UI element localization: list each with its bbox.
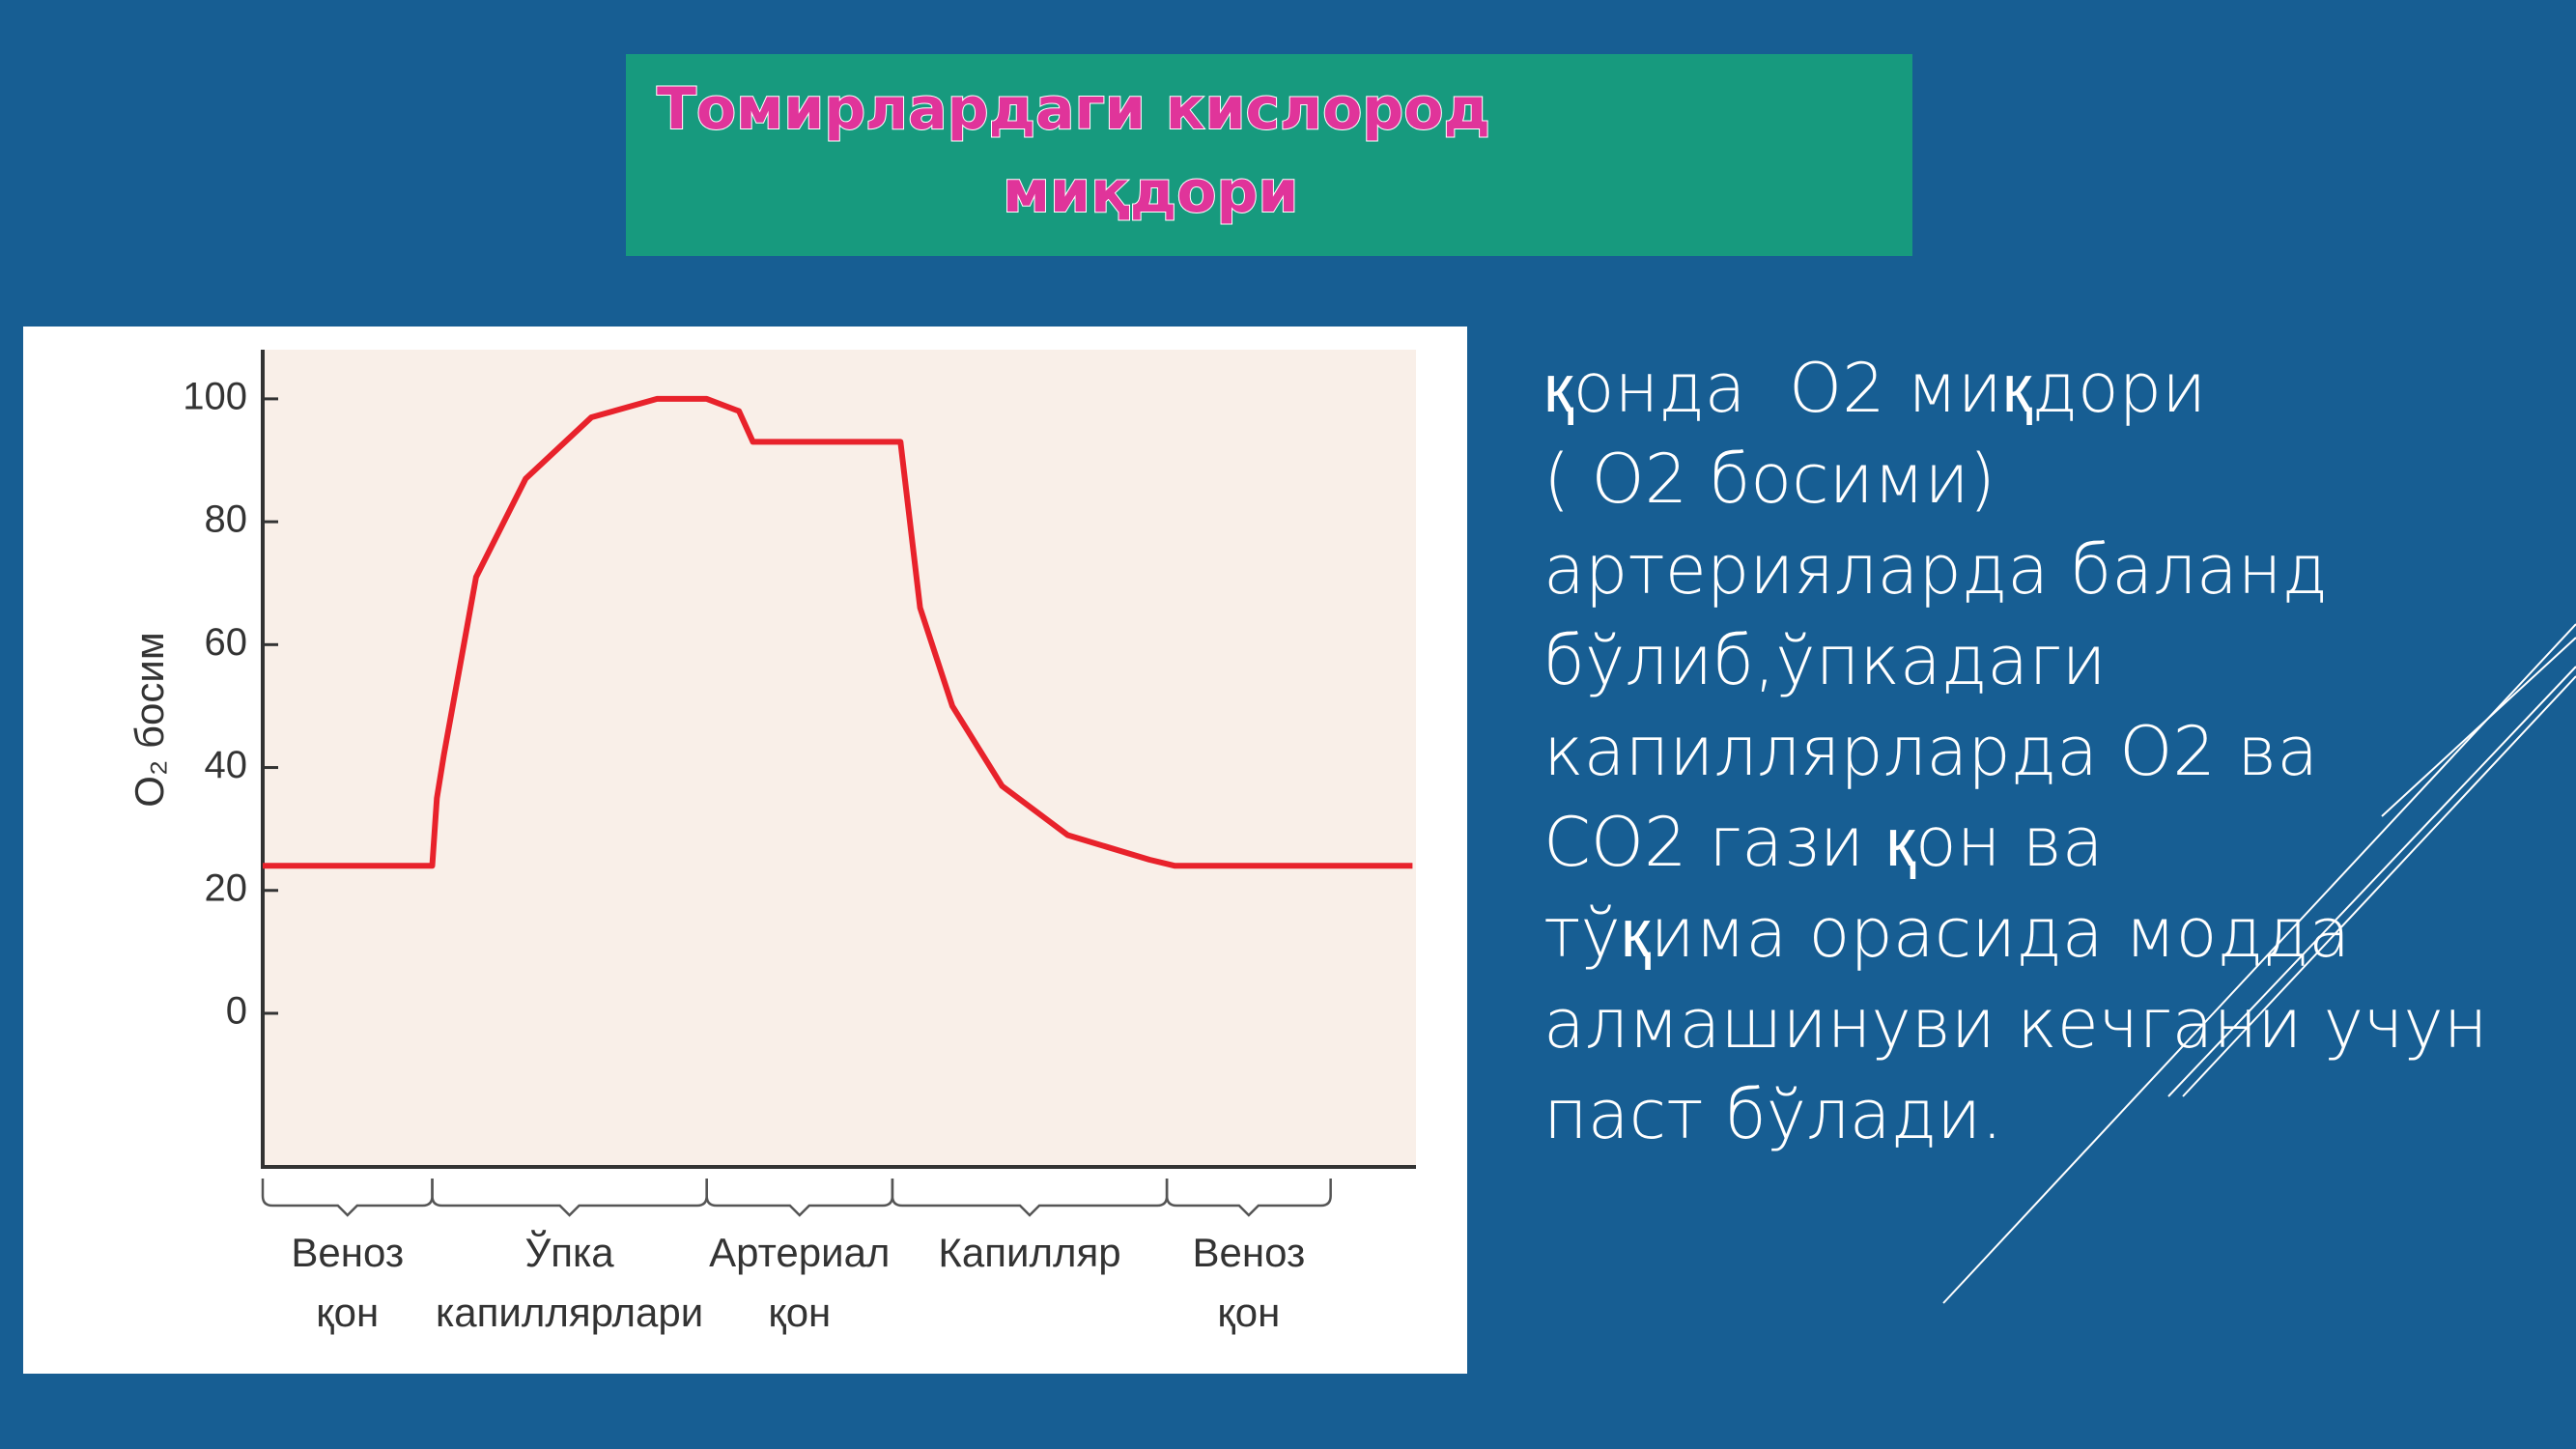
body-text: қонда O2 миқдори ( O2 босими) артерияларда… (1543, 343, 2488, 1160)
y-tick-label: 100 (183, 375, 247, 417)
region-label: қон (316, 1290, 379, 1335)
body-line: ( O2 босими) (1543, 440, 1996, 519)
region-bracket (891, 1179, 1169, 1217)
body-line: капиллярларда O2 ва (1543, 712, 2319, 791)
region-bracket (431, 1179, 708, 1217)
body-line: қонда O2 миқдори (1543, 349, 2207, 428)
region-label: қон (768, 1290, 831, 1335)
y-axis-label: O₂ босим (127, 632, 172, 807)
deco-line (2167, 666, 2576, 1097)
region-label: Веноз (1193, 1230, 1306, 1275)
body-line: CO2 гази қон ва (1543, 803, 2104, 882)
deco-line (2182, 675, 2576, 1097)
region-label: капиллярлари (436, 1290, 703, 1335)
decoration (1942, 623, 2576, 1304)
region-label: Ўпка (525, 1229, 615, 1275)
y-tick-label: 60 (205, 621, 248, 664)
region-label: Капилляр (938, 1230, 1120, 1275)
region-label: қон (1217, 1290, 1280, 1335)
body-line: артерияларда баланд (1543, 530, 2328, 610)
body-line: бўлиб,ўпкадаги (1543, 621, 2107, 700)
y-tick-label: 40 (205, 744, 248, 786)
region-bracket (1165, 1179, 1332, 1217)
deco-line (1942, 623, 2576, 1304)
title-line: миқдори (1002, 157, 1299, 227)
region-bracket (261, 1179, 434, 1217)
region-label: Артериал (709, 1230, 890, 1275)
o2-curve (263, 395, 1413, 869)
title-line: Томирлардаги кислород (656, 74, 1491, 144)
y-tick-label: 80 (205, 498, 248, 541)
region-label: Веноз (291, 1230, 404, 1275)
y-tick-label: 20 (205, 867, 248, 909)
body-line: паст бўлади. (1543, 1075, 2003, 1154)
deco-line (2381, 637, 2576, 817)
body-line: алмашинуви кечгани учун (1543, 984, 2488, 1064)
y-tick-label: 0 (226, 990, 247, 1033)
title-box: Томирлардаги кислород миқдори (626, 54, 1912, 256)
plot-area (263, 350, 1416, 1167)
body-line: тўқима орасида модда (1543, 894, 2351, 973)
region-bracket (705, 1179, 894, 1217)
